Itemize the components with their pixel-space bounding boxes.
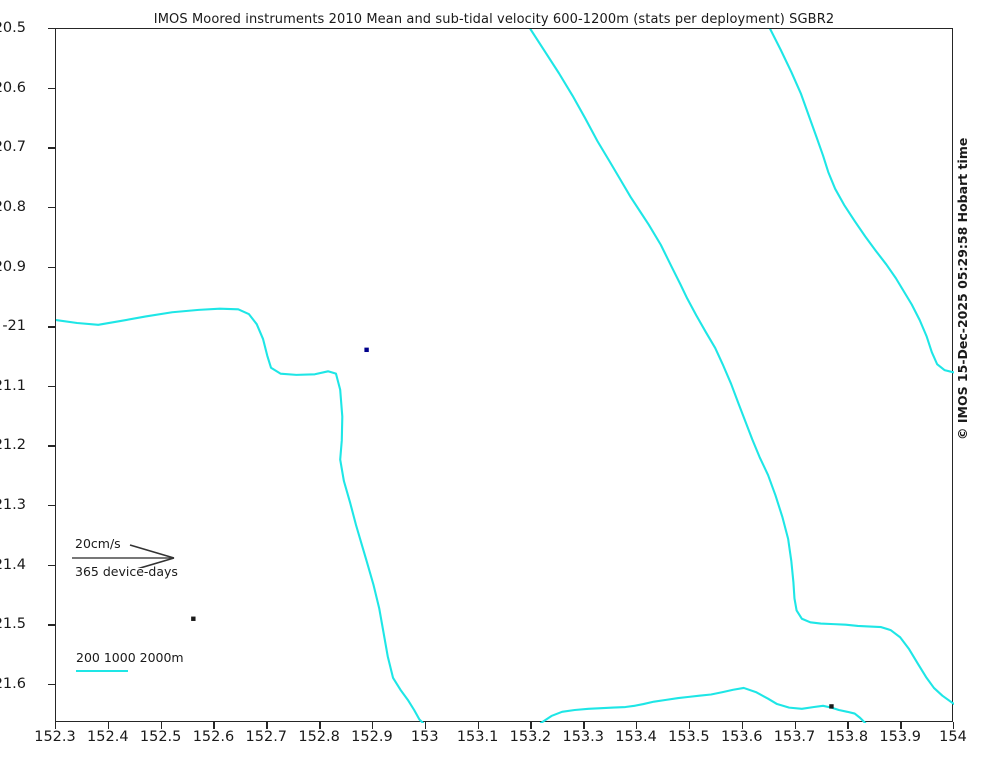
x-axis-tick-mark (583, 722, 585, 729)
y-axis-tick-mark (48, 624, 55, 626)
x-axis-tick-mark (741, 722, 744, 729)
x-axis-tick-mark (636, 722, 638, 729)
x-axis-tick-mark (107, 722, 110, 729)
velocity-scale-duration-label: 365 device-days (75, 564, 178, 579)
y-axis-tick-mark (48, 266, 55, 268)
right-arrow-icon (72, 544, 175, 568)
x-axis-tick-label: 152.4 (87, 729, 129, 745)
x-axis-tick-mark (319, 722, 321, 729)
y-axis-tick-label: -20.5 (0, 20, 26, 36)
y-axis-tick-mark (48, 326, 55, 328)
y-axis-tick-label: -20.8 (0, 198, 26, 215)
x-axis-tick-mark (266, 722, 268, 729)
x-axis-tick-label: 154 (939, 729, 967, 745)
x-axis-tick-label: 153.7 (773, 729, 816, 745)
x-axis-tick-label: 153.6 (720, 729, 763, 745)
x-axis-tick-label: 152.9 (351, 729, 393, 745)
x-axis-tick-label: 153.8 (826, 729, 869, 745)
x-axis-tick-mark (371, 722, 374, 729)
bathymetry-contour-swatch (76, 670, 128, 672)
x-axis-tick-label: 153.3 (562, 729, 604, 745)
y-axis-tick-mark (48, 28, 55, 30)
x-axis-tick-label: 152.8 (298, 729, 340, 745)
x-axis-tick-label: 152.5 (139, 729, 182, 745)
map-contour-canvas (56, 29, 954, 723)
x-axis-tick-mark (953, 722, 955, 729)
x-axis-tick-mark (160, 722, 163, 729)
x-axis-tick-mark (900, 722, 902, 729)
credit-label: © IMOS 15-Dec-2025 05:29:58 Hobart time (955, 137, 970, 440)
y-axis-tick-label: -21.1 (0, 377, 26, 394)
y-axis-tick-mark (48, 564, 55, 567)
x-axis-tick-mark (424, 722, 427, 729)
y-axis-tick-mark (48, 206, 55, 209)
y-axis-tick-label: -21.5 (0, 616, 26, 633)
mooring-site-marker[interactable] (364, 347, 369, 353)
y-axis-tick-label: -20.9 (0, 258, 26, 275)
y-axis-tick-mark (48, 87, 55, 90)
y-axis-tick-label: -21 (2, 318, 26, 335)
y-axis-tick-mark (48, 445, 55, 447)
x-axis-tick-mark (55, 722, 57, 729)
x-axis-tick-label: 152.7 (245, 729, 288, 745)
mooring-site-marker[interactable] (191, 616, 196, 621)
shelf-contour-central (529, 29, 954, 706)
y-axis-tick-label: -21.2 (0, 437, 26, 454)
x-axis-tick-label: 152.6 (192, 729, 235, 745)
x-axis-tick-mark (530, 722, 532, 729)
x-axis-tick-label: 153.4 (615, 729, 657, 745)
x-axis-tick-label: 152.3 (34, 729, 76, 745)
y-axis-tick-mark (48, 385, 55, 388)
x-axis-tick-mark (688, 722, 691, 729)
bathymetry-depth-label: 200 1000 2000m (76, 650, 184, 665)
velocity-scale-speed-label: 20cm/s (75, 536, 121, 551)
x-axis-tick-mark (213, 722, 215, 729)
x-axis-tick-label: 153.9 (879, 729, 921, 745)
x-axis-tick-label: 153 (410, 729, 439, 745)
x-axis-tick-mark (847, 722, 849, 729)
y-axis-tick-label: -21.4 (0, 556, 26, 573)
y-axis-tick-mark (48, 147, 55, 149)
y-axis-tick-label: -20.6 (0, 79, 26, 96)
x-axis-tick-mark (477, 722, 479, 729)
x-axis-tick-label: 153.5 (668, 729, 710, 745)
x-axis-tick-label: 153.1 (456, 729, 499, 745)
velocity-scale-key: 20cm/s 365 device-days (72, 536, 302, 584)
map-plot-area[interactable] (55, 28, 954, 723)
y-axis-tick-label: -21.6 (0, 675, 26, 692)
shelf-contour-east (769, 29, 954, 374)
bathymetry-depth-key: 200 1000 2000m (76, 650, 276, 680)
shelf-contour-west (56, 307, 425, 723)
x-axis-tick-label: 153.2 (509, 729, 552, 745)
page-title: IMOS Moored instruments 2010 Mean and su… (153, 12, 835, 27)
y-axis-tick-label: -21.3 (0, 497, 26, 514)
y-axis-tick-label: -20.7 (0, 139, 26, 156)
y-axis-tick-mark (48, 505, 55, 507)
mooring-site-marker[interactable] (829, 704, 834, 709)
y-axis-tick-mark (48, 683, 55, 686)
shelf-contour-south (539, 686, 867, 723)
x-axis-tick-mark (794, 722, 796, 729)
